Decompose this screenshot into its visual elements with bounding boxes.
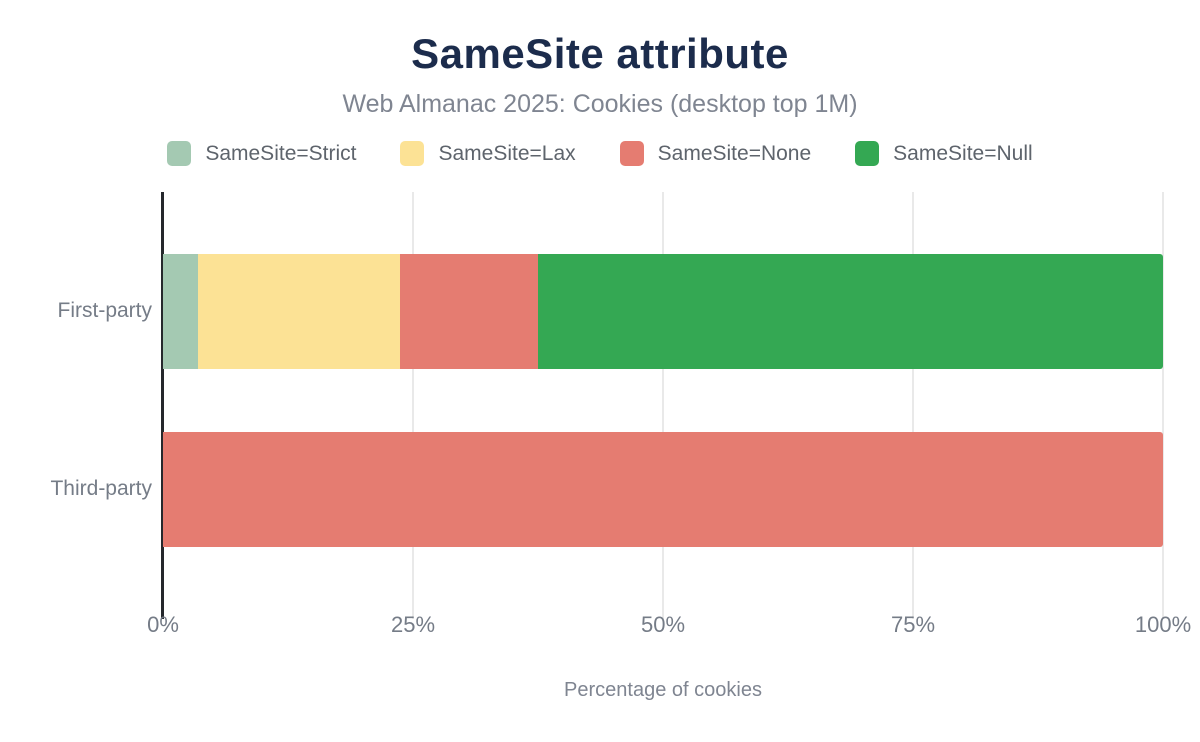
bar-third-party [163,432,1163,547]
legend-label: SameSite=Lax [438,141,576,165]
gridline [412,192,414,619]
x-tick-label: 50% [640,612,686,637]
bar-first-party [163,254,1163,369]
legend-label: SameSite=Strict [205,141,357,165]
legend-swatch-icon [855,141,880,166]
gridline [662,192,664,619]
x-tick-label: 0% [147,612,179,637]
legend-label: SameSite=None [657,141,812,165]
plot-area [161,192,1164,619]
gridline [1162,192,1164,619]
legend-swatch-icon [400,141,425,166]
y-axis-line [161,192,164,619]
x-tick-label: 100% [1134,612,1192,637]
x-tick-label: 75% [890,612,936,637]
legend-item[interactable]: SameSite=None [619,141,812,166]
x-axis-ticks: 0% 25% 50% 75% 100% [147,612,1191,642]
legend: SameSite=Strict SameSite=Lax SameSite=None… [0,141,1200,166]
legend-item[interactable]: SameSite=Null [855,141,1033,166]
gridline [912,192,914,619]
bar-segment[interactable] [163,432,1163,547]
chart-title: SameSite attribute [411,30,789,77]
bar-segment[interactable] [400,254,538,369]
x-axis-title: Percentage of cookies [564,679,762,701]
y-axis-label-third-party: Third-party [50,477,152,500]
bar-segment[interactable] [163,254,198,369]
bar-segment[interactable] [198,254,400,369]
legend-swatch-icon [619,141,644,166]
chart-subtitle: Web Almanac 2025: Cookies (desktop top 1… [342,90,858,118]
legend-item[interactable]: SameSite=Lax [400,141,576,166]
legend-label: SameSite=Null [893,141,1033,165]
bar-segment[interactable] [538,254,1163,369]
legend-swatch-icon [167,141,192,166]
x-tick-label: 25% [390,612,436,637]
legend-item[interactable]: SameSite=Strict [167,141,356,166]
y-axis-label-first-party: First-party [57,299,153,322]
